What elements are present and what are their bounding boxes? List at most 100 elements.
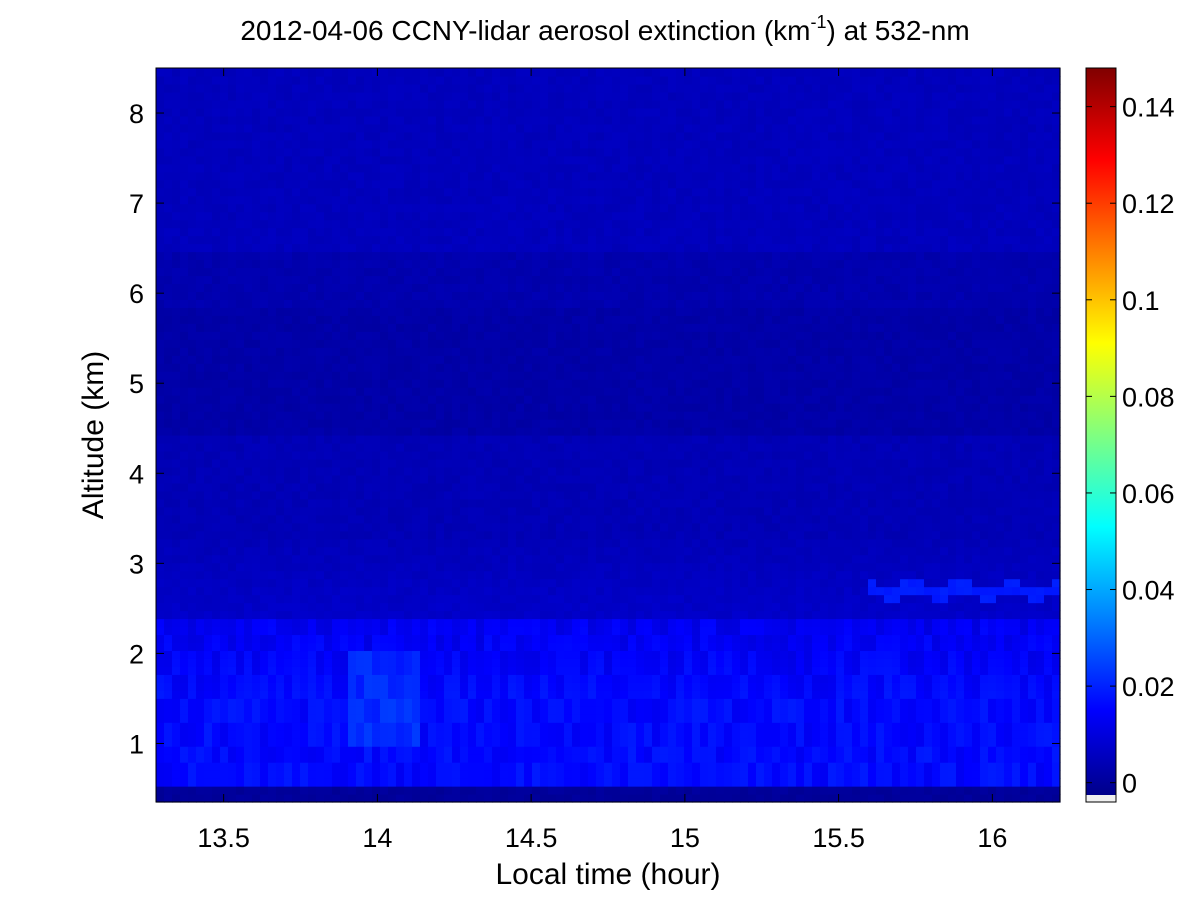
heatmap-cell: [564, 243, 573, 253]
heatmap-cell: [436, 746, 445, 755]
heatmap-cell: [412, 99, 421, 109]
heatmap-cell: [556, 578, 565, 588]
heatmap-cell: [436, 115, 445, 125]
heatmap-cell: [188, 283, 197, 292]
heatmap-cell: [412, 339, 421, 348]
heatmap-cell: [572, 299, 581, 308]
heatmap-cell: [388, 155, 397, 165]
heatmap-cell: [364, 323, 373, 332]
heatmap-cell: [460, 530, 469, 540]
heatmap-cell: [500, 778, 509, 787]
heatmap-cell: [436, 187, 445, 197]
heatmap-cell: [564, 762, 573, 771]
heatmap-cell: [292, 586, 301, 596]
heatmap-cell: [180, 291, 189, 300]
heatmap-cell: [588, 690, 597, 699]
heatmap-cell: [388, 427, 397, 436]
heatmap-cell: [444, 91, 453, 101]
heatmap-cell: [188, 371, 197, 380]
heatmap-cell: [204, 634, 213, 644]
heatmap-cell: [252, 339, 261, 348]
heatmap-cell: [348, 211, 357, 221]
heatmap-cell: [196, 658, 205, 667]
heatmap-cell: [588, 762, 597, 771]
heatmap-cell: [476, 291, 485, 300]
heatmap-cell: [164, 171, 173, 181]
heatmap-cell: [196, 171, 205, 181]
heatmap-cell: [332, 770, 341, 779]
heatmap-cell: [460, 75, 469, 85]
heatmap-cell: [236, 458, 245, 468]
heatmap-cell: [492, 754, 501, 763]
heatmap-cell: [556, 498, 565, 508]
heatmap-cell: [332, 427, 341, 436]
heatmap-cell: [268, 794, 277, 803]
heatmap-cell: [236, 618, 245, 628]
heatmap-cell: [380, 770, 389, 779]
heatmap-cell: [308, 570, 317, 580]
heatmap-cell: [380, 650, 389, 659]
heatmap-cell: [244, 602, 253, 612]
heatmap-cell: [276, 291, 285, 300]
heatmap-cell: [396, 371, 405, 380]
heatmap-cell: [556, 403, 565, 412]
heatmap-cell: [348, 466, 357, 476]
heatmap-cell: [284, 666, 293, 675]
heatmap-cell: [468, 698, 477, 707]
heatmap-cell: [468, 187, 477, 197]
heatmap-cell: [428, 363, 437, 372]
heatmap-cell: [444, 115, 453, 125]
heatmap-cell: [548, 147, 557, 157]
heatmap-cell: [284, 99, 293, 109]
heatmap-cell: [516, 219, 525, 229]
heatmap-cell: [540, 371, 549, 380]
heatmap-cell: [244, 650, 253, 659]
heatmap-cell: [340, 387, 349, 396]
heatmap-cell: [516, 75, 525, 85]
heatmap-cell: [532, 363, 541, 372]
heatmap-cell: [468, 770, 477, 779]
heatmap-cell: [444, 427, 453, 436]
heatmap-cell: [284, 331, 293, 340]
heatmap-cell: [252, 714, 261, 723]
heatmap-cell: [516, 147, 525, 157]
heatmap-cell: [212, 355, 221, 364]
heatmap-cell: [508, 618, 517, 628]
heatmap-cell: [284, 411, 293, 420]
heatmap-cell: [412, 714, 421, 723]
heatmap-cell: [476, 466, 485, 476]
heatmap-cell: [396, 179, 405, 189]
heatmap-cell: [268, 642, 277, 652]
heatmap-cell: [332, 419, 341, 428]
heatmap-cell: [220, 91, 229, 101]
heatmap-cell: [244, 730, 253, 739]
heatmap-cell: [348, 794, 357, 803]
heatmap-cell: [220, 618, 229, 628]
heatmap-cell: [572, 387, 581, 396]
heatmap-cell: [308, 698, 317, 707]
heatmap-cell: [324, 403, 333, 412]
heatmap-cell: [516, 155, 525, 165]
heatmap-cell: [156, 203, 165, 213]
heatmap-cell: [324, 770, 333, 779]
heatmap-cell: [556, 411, 565, 420]
heatmap-cell: [436, 315, 445, 324]
heatmap-cell: [468, 331, 477, 340]
heatmap-cell: [444, 139, 453, 149]
heatmap-cell: [396, 682, 405, 691]
heatmap-cell: [236, 155, 245, 165]
heatmap-cell: [324, 754, 333, 763]
heatmap-cell: [404, 570, 413, 580]
heatmap-cell: [300, 68, 309, 77]
heatmap-cell: [396, 690, 405, 699]
heatmap-cell: [196, 275, 205, 285]
heatmap-cell: [332, 283, 341, 292]
heatmap-cell: [340, 347, 349, 356]
heatmap-cell: [452, 546, 461, 556]
heatmap-cell: [468, 538, 477, 548]
heatmap-cell: [452, 427, 461, 436]
heatmap-cell: [204, 586, 213, 596]
heatmap-cell: [316, 746, 325, 755]
heatmap-cell: [428, 427, 437, 436]
heatmap-cell: [468, 786, 477, 795]
